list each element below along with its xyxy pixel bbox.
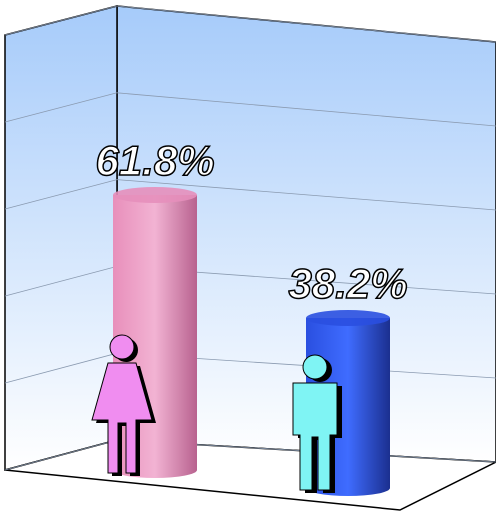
grid-line — [4, 179, 496, 211]
value-label: 61.8% — [95, 137, 214, 184]
female-icon — [91, 334, 156, 476]
grid-line — [4, 92, 496, 127]
walls — [4, 5, 496, 511]
value-label: 38.2% — [288, 260, 407, 307]
male-icon — [292, 354, 342, 493]
grid-line — [4, 5, 496, 43]
cylinder-top — [113, 186, 197, 203]
cylinder-top — [306, 310, 390, 327]
